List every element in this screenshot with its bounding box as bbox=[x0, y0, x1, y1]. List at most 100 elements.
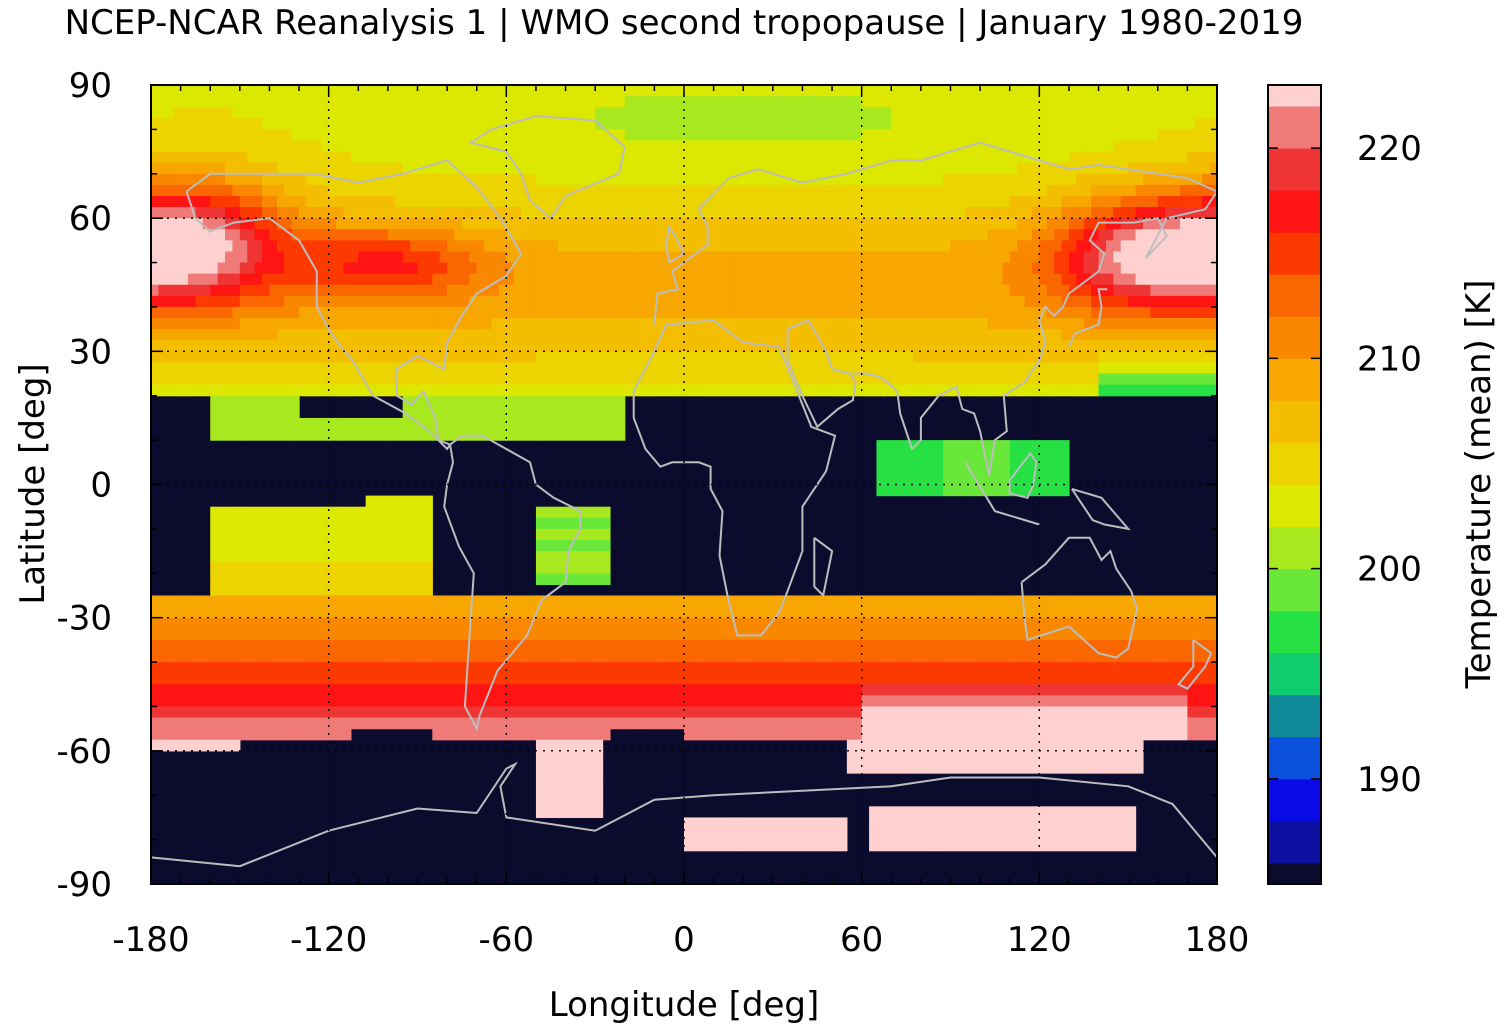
heatmap-cell bbox=[1105, 162, 1114, 175]
heatmap-cell bbox=[1209, 140, 1218, 153]
heatmap-cell bbox=[950, 184, 959, 197]
heatmap-cell bbox=[239, 262, 248, 275]
heatmap-cell bbox=[476, 362, 485, 375]
heatmap-cell bbox=[262, 517, 271, 530]
heatmap-cell bbox=[410, 129, 419, 142]
heatmap-cell bbox=[1017, 107, 1026, 119]
heatmap-cell bbox=[247, 306, 256, 319]
heatmap-cell bbox=[1209, 118, 1218, 130]
heatmap-cell bbox=[151, 384, 160, 397]
heatmap-cell bbox=[447, 207, 456, 219]
heatmap-cell bbox=[528, 118, 537, 130]
heatmap-cell bbox=[987, 229, 996, 241]
heatmap-cell bbox=[543, 173, 552, 186]
heatmap-cell bbox=[321, 262, 330, 275]
heatmap-cell bbox=[1105, 306, 1114, 319]
heatmap-cell bbox=[439, 162, 448, 175]
heatmap-cell bbox=[336, 617, 345, 630]
heatmap-cell bbox=[972, 306, 981, 319]
heatmap-cell bbox=[1113, 351, 1122, 364]
heatmap-cell bbox=[639, 85, 648, 97]
heatmap-cell bbox=[358, 229, 367, 241]
heatmap-cell bbox=[1009, 173, 1018, 186]
heatmap-cell bbox=[506, 184, 515, 197]
heatmap-cell bbox=[558, 162, 567, 175]
heatmap-cell bbox=[151, 295, 160, 308]
heatmap-cell bbox=[521, 107, 530, 119]
heatmap-cell bbox=[321, 539, 330, 552]
heatmap-cell bbox=[994, 218, 1003, 230]
heatmap-cell bbox=[417, 573, 426, 585]
heatmap-cell bbox=[350, 207, 359, 219]
heatmap-cell bbox=[565, 140, 574, 153]
heatmap-cell bbox=[602, 284, 611, 297]
heatmap-cell bbox=[1091, 151, 1100, 164]
heatmap-cell bbox=[521, 262, 530, 275]
heatmap-cell bbox=[1150, 162, 1159, 175]
heatmap-cell bbox=[232, 329, 241, 341]
heatmap-cell bbox=[587, 329, 596, 341]
heatmap-cell bbox=[661, 207, 670, 219]
heatmap-cell bbox=[151, 151, 160, 164]
heatmap-cell bbox=[1157, 362, 1166, 375]
heatmap-cell bbox=[691, 351, 700, 364]
heatmap-cell bbox=[809, 318, 818, 330]
heatmap-cell bbox=[624, 140, 633, 153]
heatmap-cell bbox=[521, 229, 530, 241]
heatmap-cell bbox=[920, 295, 929, 308]
heatmap-cell bbox=[180, 295, 189, 308]
heatmap-cell bbox=[957, 284, 966, 297]
heatmap-cell bbox=[706, 251, 715, 264]
heatmap-cell bbox=[410, 96, 419, 108]
heatmap-cell bbox=[1128, 140, 1137, 153]
heatmap-cell bbox=[306, 606, 315, 619]
heatmap-cell bbox=[284, 551, 293, 563]
heatmap-cell bbox=[1202, 151, 1211, 164]
heatmap-cell bbox=[306, 539, 315, 552]
heatmap-cell bbox=[410, 506, 419, 519]
heatmap-cell bbox=[410, 406, 419, 419]
heatmap-cell bbox=[1194, 173, 1203, 186]
heatmap-cell bbox=[772, 262, 781, 275]
heatmap-cell bbox=[239, 362, 248, 375]
heatmap-cell bbox=[410, 118, 419, 130]
heatmap-cell bbox=[358, 329, 367, 341]
heatmap-cell bbox=[269, 373, 278, 386]
heatmap-cell bbox=[1046, 606, 1055, 619]
heatmap-cell bbox=[424, 584, 433, 597]
heatmap-cell bbox=[1209, 229, 1218, 241]
heatmap-cell bbox=[750, 595, 759, 608]
heatmap-cell bbox=[721, 207, 730, 219]
heatmap-cell bbox=[1039, 85, 1048, 97]
heatmap-cell bbox=[225, 195, 234, 208]
heatmap-cell bbox=[373, 195, 382, 208]
heatmap-cell bbox=[1091, 118, 1100, 130]
heatmap-cell bbox=[1105, 273, 1114, 286]
heatmap-cell bbox=[1135, 118, 1144, 130]
heatmap-cell bbox=[1024, 473, 1033, 486]
heatmap-cell bbox=[906, 306, 915, 319]
heatmap-cell bbox=[832, 207, 841, 219]
heatmap-cell bbox=[1002, 373, 1011, 386]
heatmap-cell bbox=[343, 195, 352, 208]
heatmap-cell bbox=[291, 295, 300, 308]
heatmap-cell bbox=[313, 262, 322, 275]
heatmap-cell bbox=[891, 473, 900, 486]
heatmap-cell bbox=[654, 329, 663, 341]
heatmap-cell bbox=[1128, 351, 1137, 364]
heatmap-cell bbox=[262, 251, 271, 264]
heatmap-cell bbox=[580, 340, 589, 352]
heatmap-cell bbox=[898, 85, 907, 97]
heatmap-cell bbox=[765, 351, 774, 364]
heatmap-cell bbox=[684, 229, 693, 241]
heatmap-cell bbox=[365, 129, 374, 142]
heatmap-cell bbox=[780, 107, 789, 119]
heatmap-cell bbox=[476, 373, 485, 386]
heatmap-cell bbox=[1157, 240, 1166, 253]
heatmap-cell bbox=[321, 118, 330, 130]
heatmap-cell bbox=[780, 140, 789, 153]
heatmap-cell bbox=[572, 384, 581, 397]
heatmap-cell bbox=[1091, 318, 1100, 330]
heatmap-cell bbox=[239, 195, 248, 208]
heatmap-cell bbox=[350, 262, 359, 275]
